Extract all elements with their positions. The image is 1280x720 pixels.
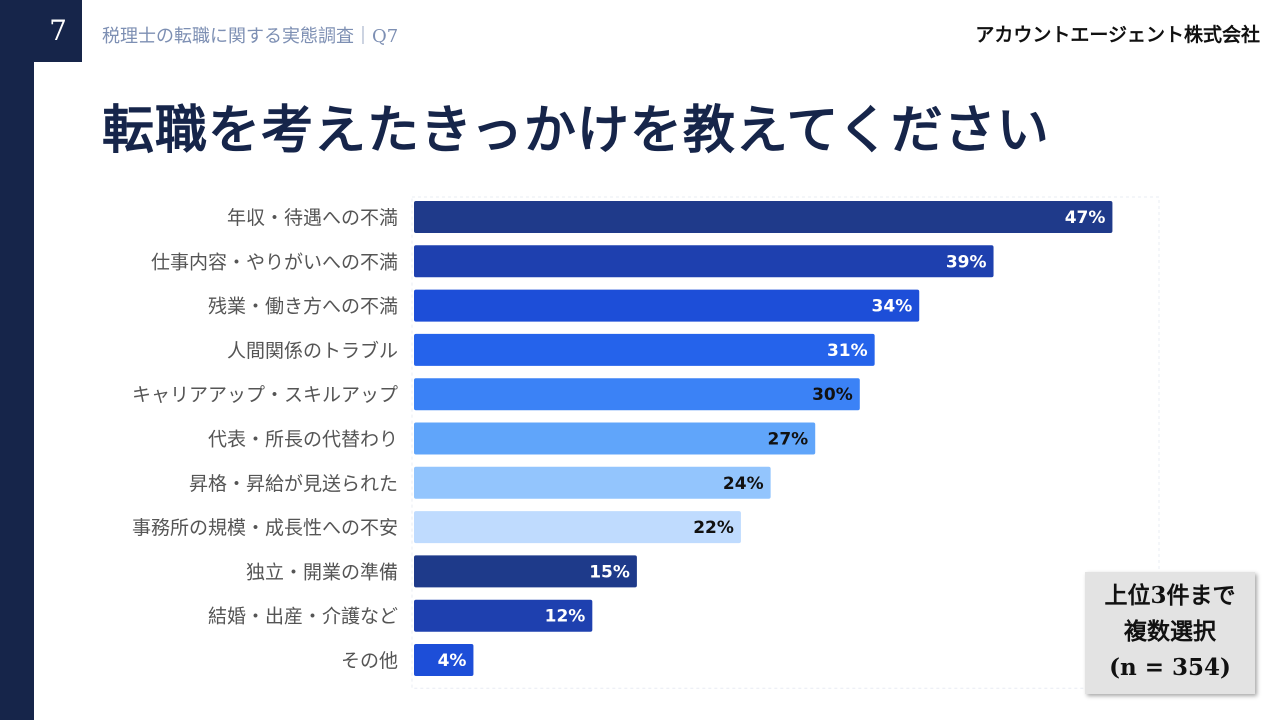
bar-value-label: 4% xyxy=(438,651,467,671)
bar xyxy=(414,333,875,366)
bar xyxy=(414,201,1113,233)
bar-value-label: 31% xyxy=(827,341,868,361)
category-label: 独立・開業の準備 xyxy=(246,561,398,583)
bar xyxy=(414,466,771,499)
bar xyxy=(414,599,593,632)
bar xyxy=(414,511,741,544)
page-title: 転職を考えたきっかけを教えてください xyxy=(102,100,1050,161)
bar-chart: 年収・待遇への不満 47% 仕事内容・やりがいへの不満 39% 残業・働き方への不満 34… xyxy=(132,196,1160,689)
survey-subtitle: 税理士の転職に関する実態調査｜Q7 xyxy=(102,26,399,47)
bar xyxy=(414,644,474,676)
note-line-sample-size: (n = 354) xyxy=(1109,654,1231,681)
company-name: アカウントエージェント株式会社 xyxy=(975,24,1260,46)
category-label: キャリアアップ・スキルアップ xyxy=(132,384,398,406)
bar-value-label: 34% xyxy=(872,297,913,317)
category-label: 事務所の規模・成長性への不安 xyxy=(132,517,398,539)
bar-value-label: 12% xyxy=(545,607,586,627)
bar-value-label: 27% xyxy=(768,430,809,450)
bar-value-label: 47% xyxy=(1065,208,1106,228)
category-label: その他 xyxy=(341,650,398,672)
note-line-multiple: 複数選択 xyxy=(1124,618,1216,645)
bar xyxy=(414,378,860,411)
category-label: 人間関係のトラブル xyxy=(227,339,398,362)
bar-value-label: 30% xyxy=(812,385,853,405)
bar-value-label: 15% xyxy=(589,562,630,582)
category-label: 代表・所長の代替わり xyxy=(208,429,398,451)
survey-note-box: 上位3件まで 複数選択 (n = 354) xyxy=(1085,572,1255,694)
bar xyxy=(414,422,816,455)
category-label: 昇格・昇給が見送られた xyxy=(189,473,398,495)
note-line-selection: 上位3件まで xyxy=(1104,582,1236,609)
category-label: 残業・働き方への不満 xyxy=(208,296,398,318)
bar-value-label: 39% xyxy=(946,252,987,272)
left-accent-strip xyxy=(0,0,34,720)
category-label: 仕事内容・やりがいへの不満 xyxy=(151,251,398,273)
page-number: 7 xyxy=(34,0,82,62)
category-label: 年収・待遇への不満 xyxy=(227,207,398,229)
bar xyxy=(414,555,637,588)
plot-frame xyxy=(411,196,1160,689)
bar-value-label: 24% xyxy=(723,474,764,494)
bar-value-label: 22% xyxy=(693,518,734,538)
bar xyxy=(414,289,920,322)
category-label: 結婚・出産・介護など xyxy=(208,606,398,628)
bar xyxy=(414,245,994,278)
